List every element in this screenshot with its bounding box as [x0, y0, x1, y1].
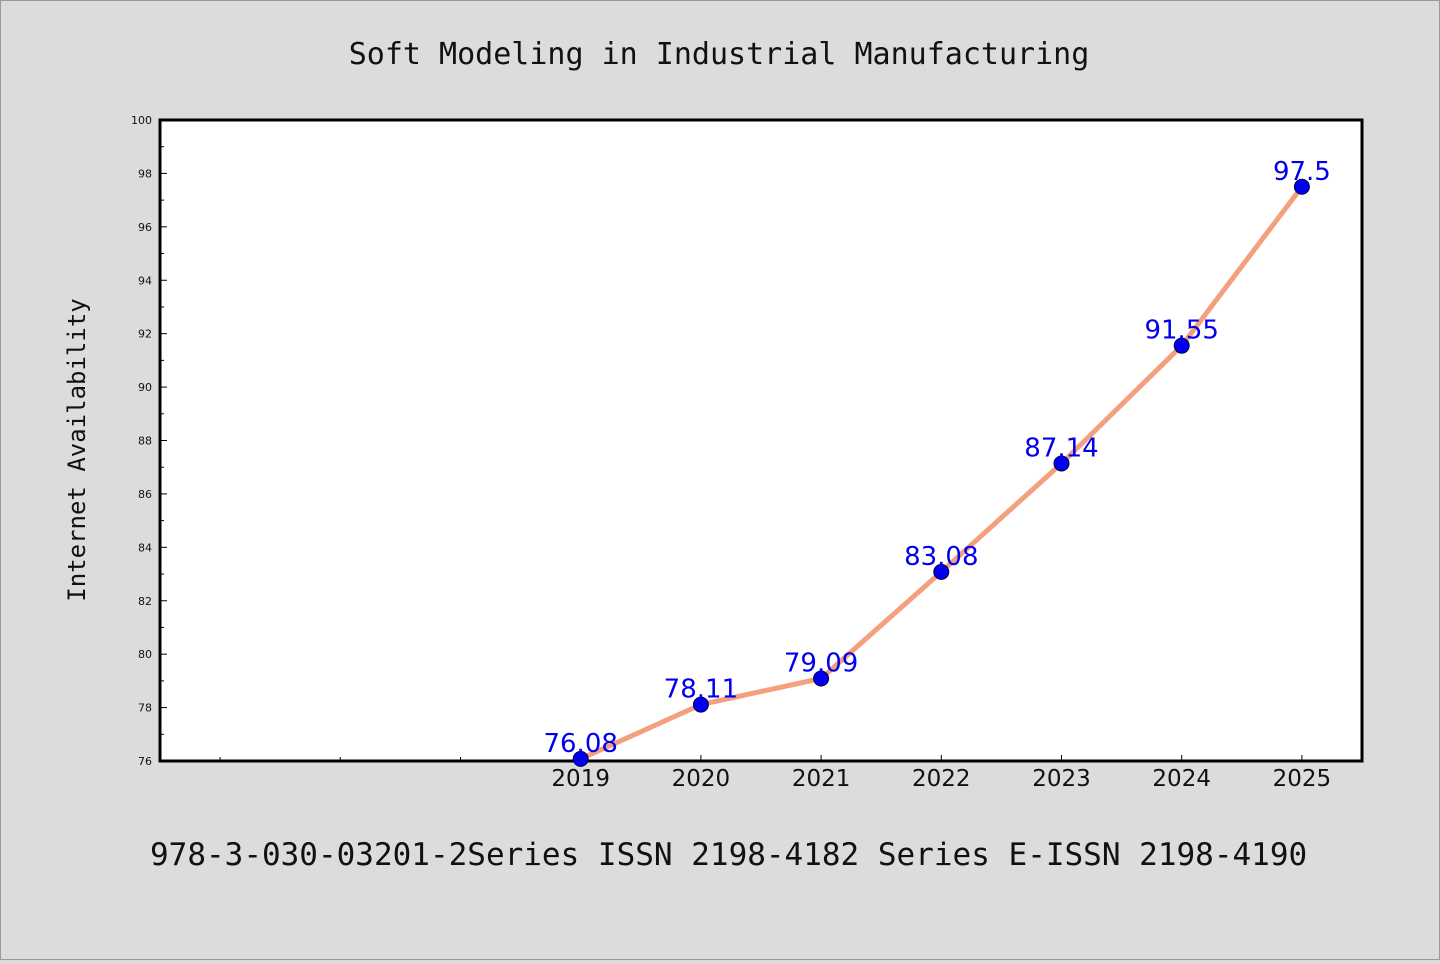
y-tick-label: 100 [131, 114, 152, 127]
series-layer [572, 178, 1310, 767]
data-label: 91.55 [1144, 316, 1218, 346]
x-tick-label: 2023 [1032, 766, 1091, 792]
chart-title: Soft Modeling in Industrial Manufacturin… [349, 37, 1090, 72]
x-tick-label: 2022 [912, 766, 971, 792]
data-point [1053, 455, 1070, 472]
plot-area [158, 118, 1364, 763]
y-tick-label: 84 [138, 541, 152, 554]
y-tick-label: 92 [138, 328, 152, 341]
x-axis-ticks: 2019 2020 2021 2022 2023 2024 2025 [219, 755, 1332, 792]
data-labels: 76.08 78.11 79.09 83.08 87.14 91.55 97.5 [543, 157, 1330, 759]
data-label: 76.08 [543, 729, 617, 759]
x-tick-label: 2025 [1273, 766, 1332, 792]
y-tick-label: 98 [138, 167, 152, 180]
x-tick-label: 2019 [551, 766, 610, 792]
data-label: 79.09 [784, 648, 858, 678]
isbn-caption: 978-3-030-03201-2Series ISSN 2198-4182 S… [150, 837, 1307, 873]
data-label: 78.11 [664, 675, 738, 705]
y-tick-label: 78 [138, 702, 152, 715]
y-tick-label: 94 [138, 274, 152, 287]
data-label: 87.14 [1024, 433, 1098, 463]
x-tick-label: 2021 [792, 766, 851, 792]
y-tick-label: 86 [138, 488, 152, 501]
data-point [1293, 178, 1310, 195]
y-tick-label: 88 [138, 435, 152, 448]
data-point [692, 696, 709, 713]
y-axis-ticks: 76 78 80 82 84 86 88 90 92 94 96 98 100 [131, 114, 167, 768]
data-point [1173, 337, 1190, 354]
y-axis-label: Internet Availability [63, 298, 91, 601]
x-tick-label: 2020 [672, 766, 731, 792]
y-tick-label: 76 [138, 755, 152, 768]
y-tick-label: 80 [138, 648, 152, 661]
data-label: 97.5 [1273, 157, 1331, 187]
y-tick-label: 96 [138, 221, 152, 234]
y-tick-label: 90 [138, 381, 152, 394]
data-point [813, 670, 830, 687]
data-label: 83.08 [904, 542, 978, 572]
data-point [933, 563, 950, 580]
data-point [572, 750, 589, 767]
y-tick-label: 82 [138, 595, 152, 608]
x-tick-label: 2024 [1152, 766, 1211, 792]
